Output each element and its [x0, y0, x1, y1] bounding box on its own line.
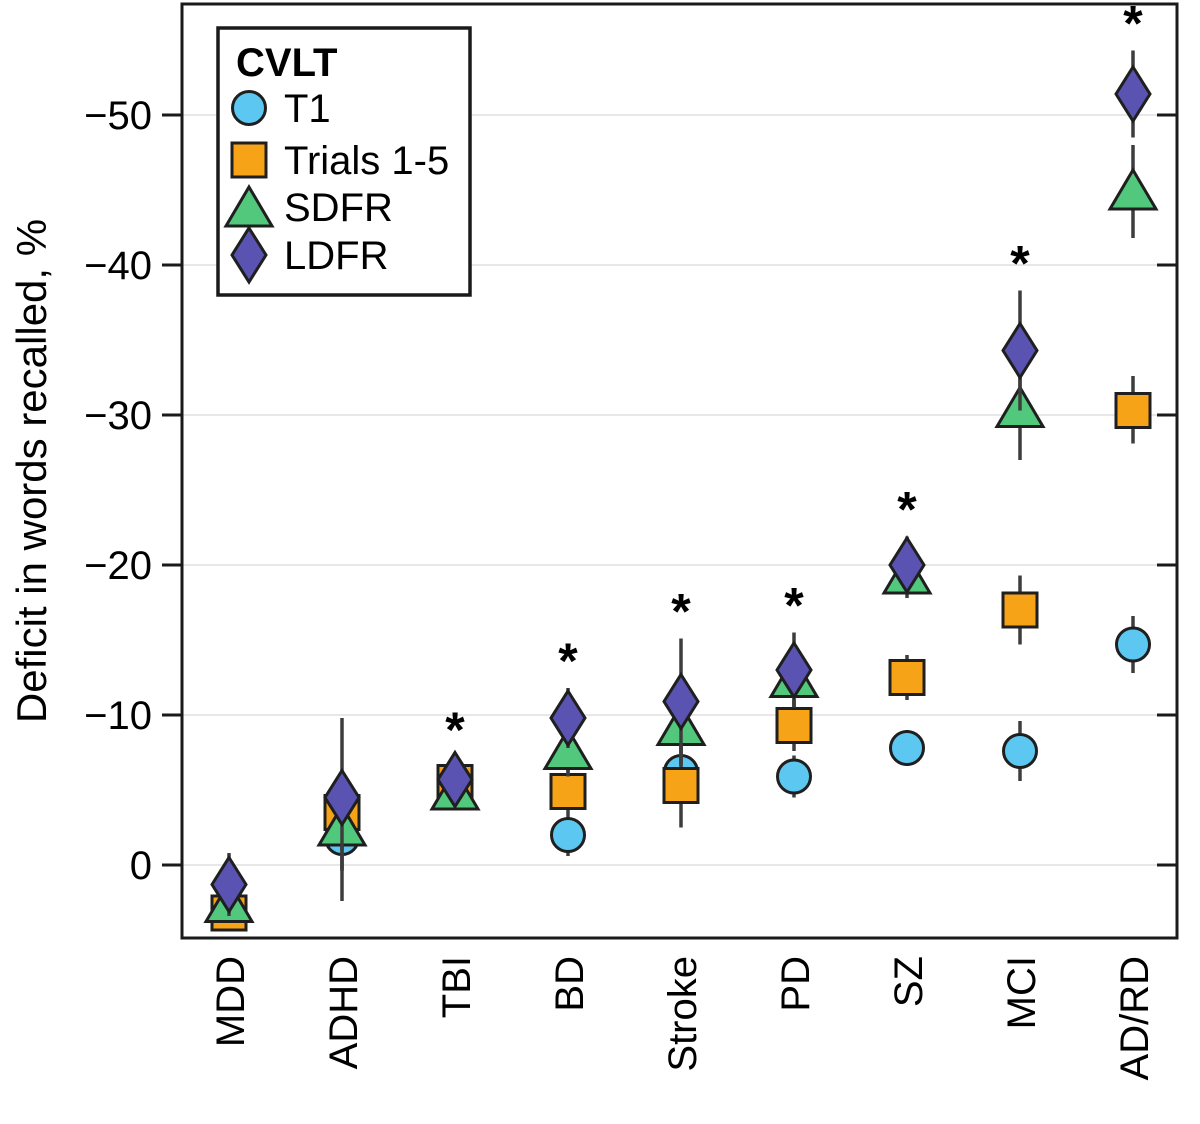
significance-asterisk: * [1123, 0, 1143, 52]
marker-square-ad-rd [1114, 392, 1152, 429]
marker-circle-ad-rd [1115, 626, 1151, 663]
y-axis-title: Deficit in words recalled, % [8, 219, 55, 723]
legend-label-sdfr: SDFR [284, 186, 393, 230]
x-category-label-sz: SZ [887, 956, 931, 1007]
y-tick-label: −50 [84, 94, 152, 138]
marker-diamond-ad-rd [1114, 64, 1152, 124]
legend-marker-diamond [230, 225, 268, 285]
marker-diamond-stroke [662, 671, 700, 732]
marker-square-bd [549, 773, 587, 810]
marker-triangle-ad-rd [1107, 167, 1159, 211]
legend-label-trials-1-5: Trials 1-5 [284, 139, 449, 183]
significance-asterisk: * [558, 633, 578, 689]
x-category-label-ad-rd: AD/RD [1113, 956, 1157, 1080]
y-tick-label: 0 [130, 844, 152, 888]
y-tick-label: −10 [84, 694, 152, 738]
marker-diamond-bd [549, 688, 587, 748]
legend-title: CVLT [236, 41, 337, 85]
y-tick-label: −20 [84, 544, 152, 588]
significance-asterisk: * [445, 702, 465, 758]
legend-marker-circle [231, 90, 267, 126]
marker-diamond-tbi [436, 749, 474, 810]
marker-square-mci [1001, 591, 1039, 629]
marker-square-stroke [662, 767, 700, 804]
x-category-label-stroke: Stroke [661, 956, 705, 1072]
marker-diamond-sz [888, 535, 926, 595]
x-category-label-pd: PD [774, 956, 818, 1012]
marker-circle-pd [776, 758, 812, 795]
x-category-label-tbi: TBI [435, 956, 479, 1018]
significance-asterisk: * [671, 584, 691, 640]
marker-circle-mci [1002, 733, 1038, 769]
marker-square-pd [775, 707, 813, 744]
x-category-label-adhd: ADHD [322, 956, 366, 1069]
y-tick-label: −30 [84, 394, 152, 438]
x-category-label-mdd: MDD [209, 956, 253, 1047]
significance-asterisk: * [784, 578, 804, 634]
legend-label-t1: T1 [284, 87, 331, 131]
y-tick-label: −40 [84, 244, 152, 288]
significance-asterisk: * [1010, 236, 1030, 292]
marker-diamond-mci [1001, 320, 1039, 381]
x-category-label-bd: BD [548, 956, 592, 1012]
marker-circle-bd [550, 817, 586, 853]
marker-diamond-mdd [210, 854, 248, 915]
marker-circle-sz [889, 730, 925, 766]
marker-square-sz [888, 659, 926, 696]
legend-label-ldfr: LDFR [284, 234, 388, 278]
significance-asterisk: * [897, 482, 917, 538]
marker-triangle-bd [542, 726, 594, 770]
marker-diamond-pd [775, 640, 813, 700]
axis-frame [180, 2, 1179, 940]
x-category-label-mci: MCI [1000, 956, 1044, 1029]
legend-marker-square [230, 141, 268, 179]
marker-diamond-adhd [323, 767, 361, 828]
